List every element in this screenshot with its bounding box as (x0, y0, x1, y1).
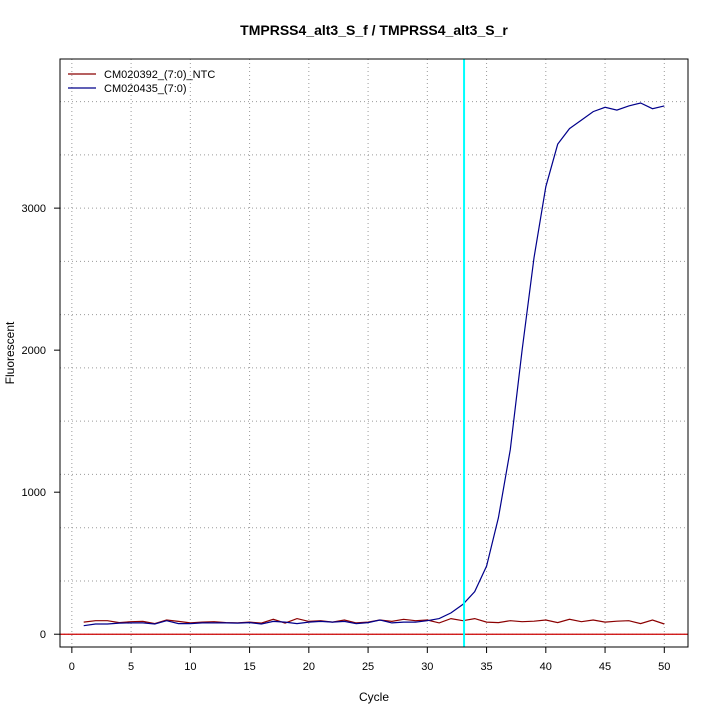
x-tick-label: 20 (303, 661, 315, 673)
y-axis-label: Fluorescent (3, 321, 17, 384)
x-tick-label: 15 (243, 661, 255, 673)
x-tick-label: 35 (480, 661, 492, 673)
y-tick-label: 2000 (22, 345, 46, 357)
x-tick-label: 25 (362, 661, 374, 673)
x-tick-label: 5 (128, 661, 134, 673)
x-tick-label: 30 (421, 661, 433, 673)
legend-entry: CM020392_(7:0)_NTC (104, 69, 215, 81)
grid-lines (60, 59, 688, 647)
y-tick-label: 0 (40, 629, 46, 641)
axis-ticks: 0 5 10 15 20 25 30 35 40 45 50 0 1000 2000 3000 (22, 203, 671, 673)
chart-title: TMPRSS4_alt3_S_f / TMPRSS4_alt3_S_r (240, 22, 508, 38)
y-tick-label: 1000 (22, 487, 46, 499)
series-line-2 (83, 102, 665, 627)
series-lines (60, 59, 688, 647)
plot-frame (59, 58, 689, 648)
x-tick-label: 10 (184, 661, 196, 673)
x-axis-label: Cycle (359, 690, 389, 704)
x-tick-label: 45 (599, 661, 611, 673)
y-tick-label: 3000 (22, 203, 46, 215)
legend: CM020392_(7:0)_NTC CM020435_(7:0) (68, 69, 215, 95)
x-tick-label: 50 (658, 661, 670, 673)
legend-entry: CM020435_(7:0) (104, 83, 187, 95)
x-tick-label: 40 (540, 661, 552, 673)
x-tick-label: 0 (69, 661, 75, 673)
